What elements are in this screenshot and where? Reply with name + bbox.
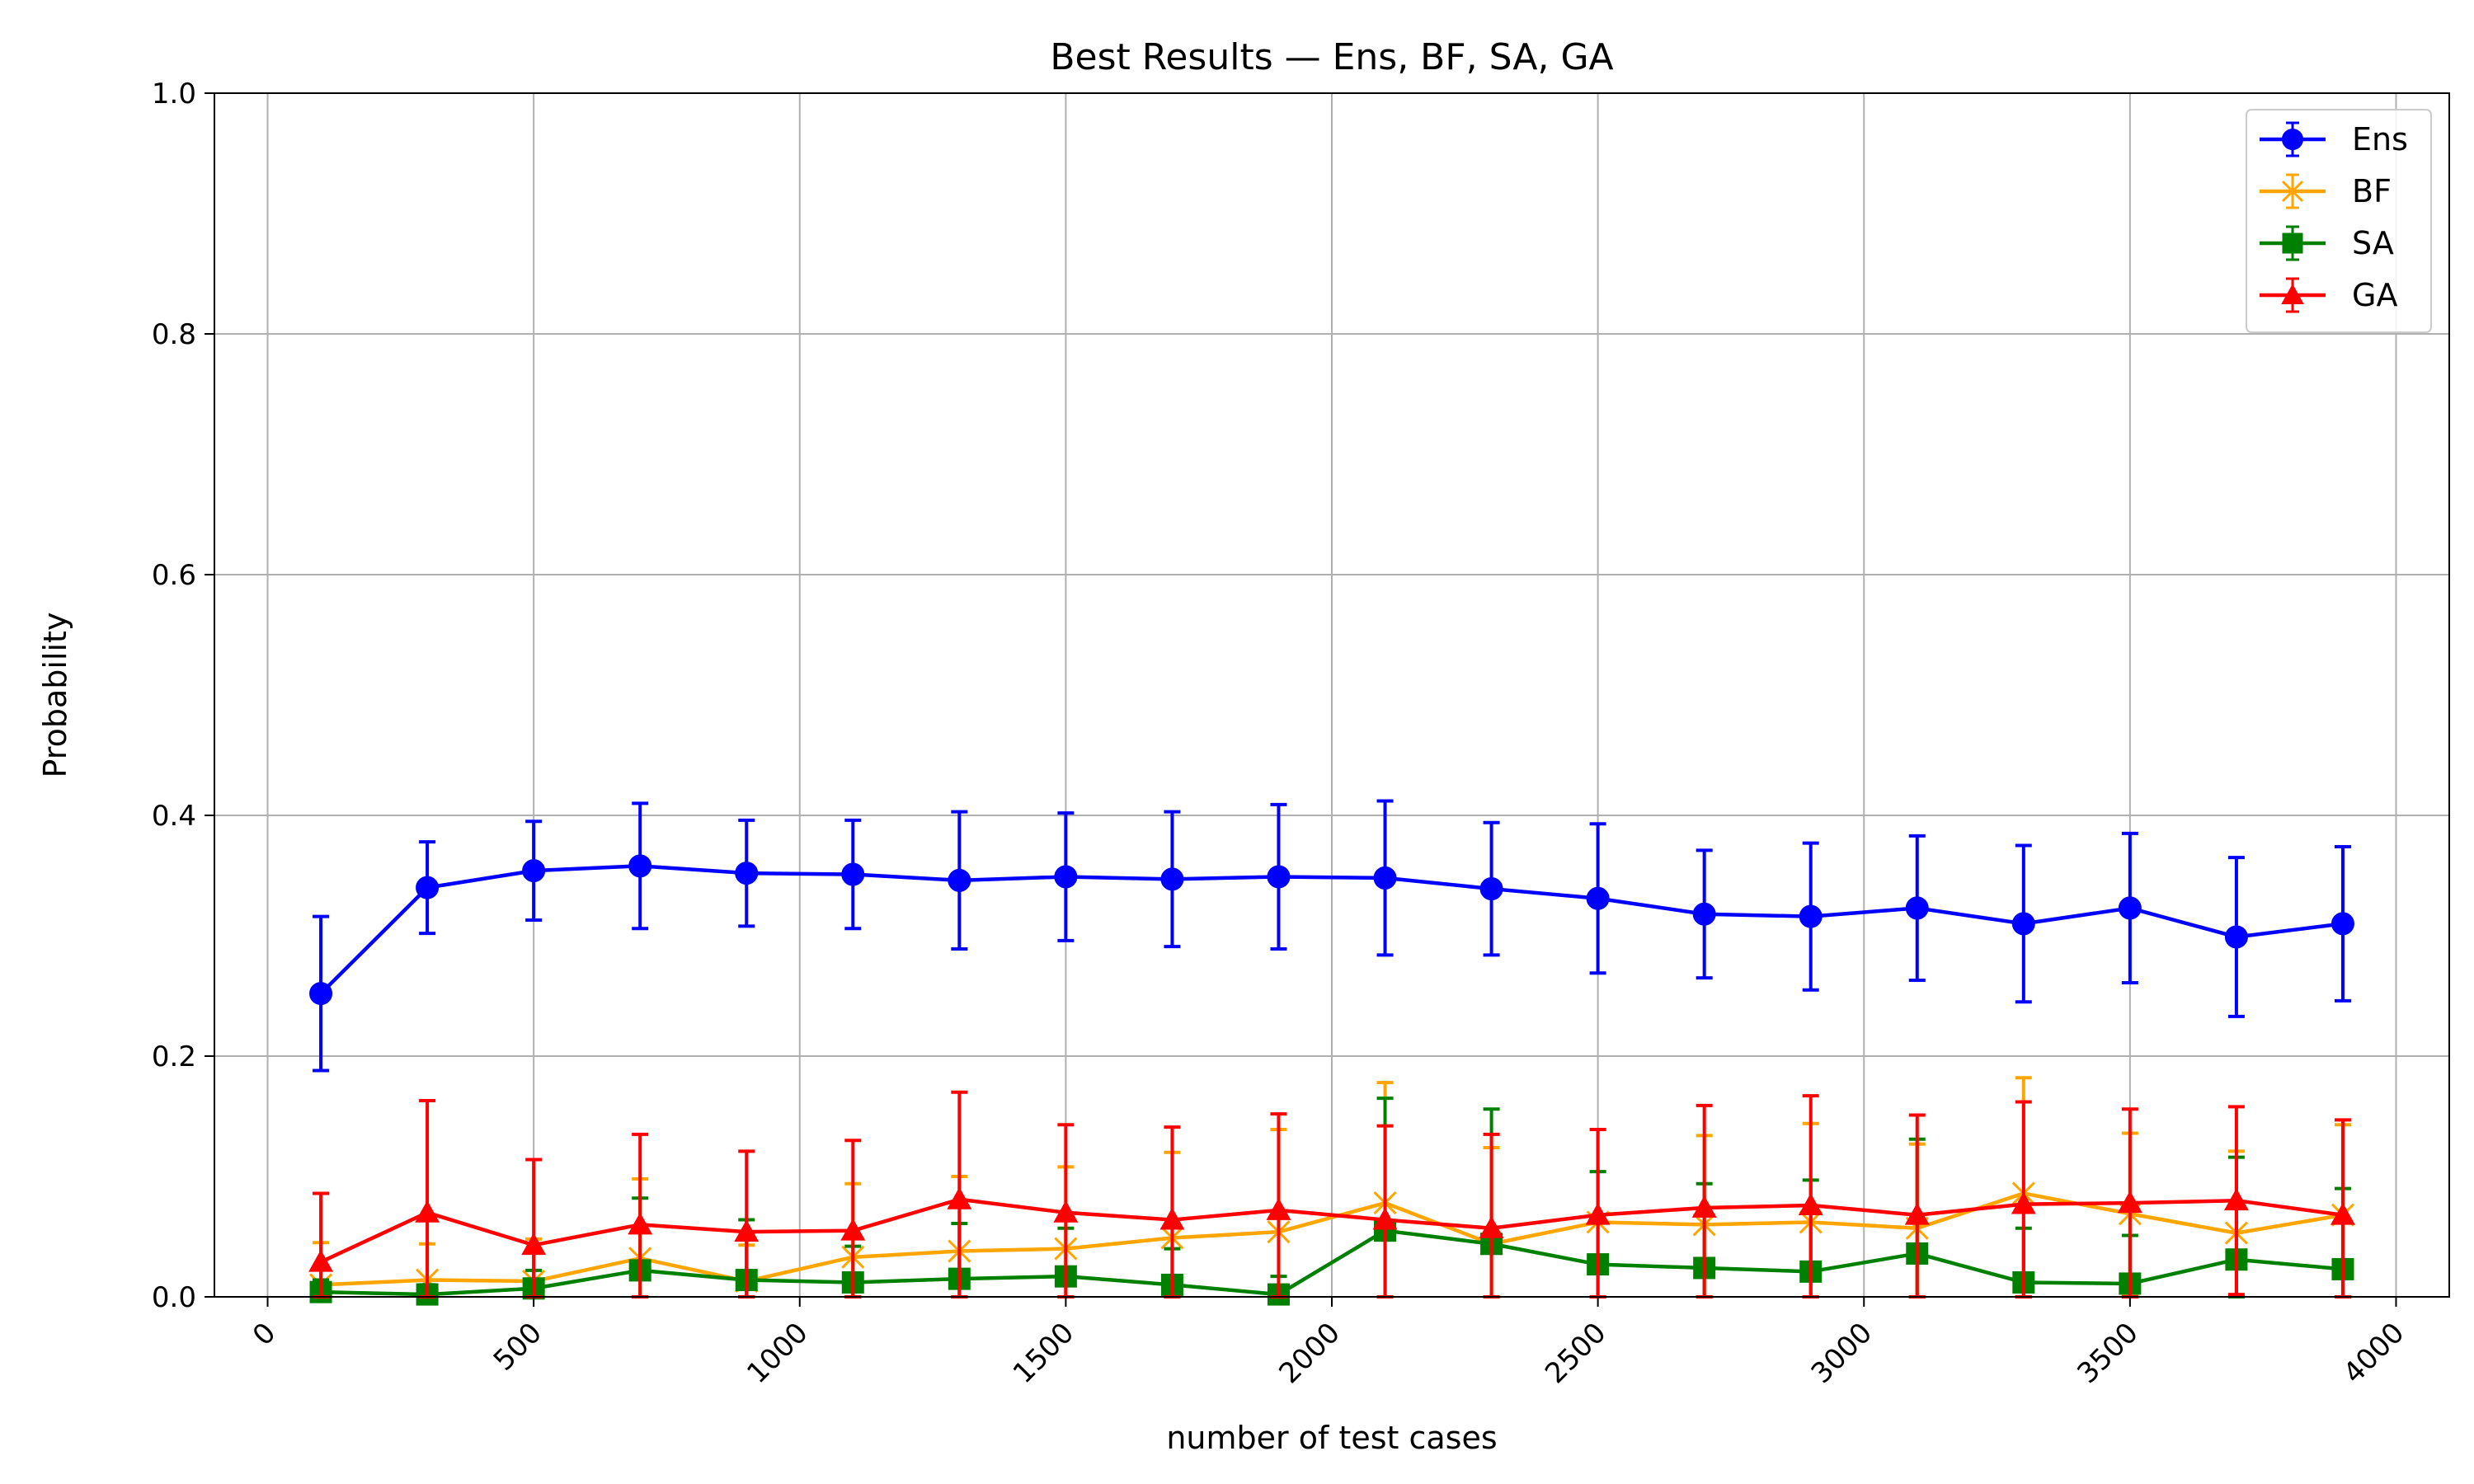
legend-marker (2281, 284, 2304, 305)
ens-point (1054, 865, 1078, 889)
legend-marker (2282, 232, 2303, 254)
ens-line (319, 864, 2344, 995)
marker-stroke (2281, 180, 2304, 203)
x-tick-label: 4000 (2337, 1317, 2411, 1390)
sa-line (320, 1228, 2344, 1297)
ens-point (2118, 896, 2142, 920)
x-axis-label: number of test cases (1166, 1420, 1497, 1456)
ga-point (628, 1212, 653, 1235)
ga-point (1372, 1207, 1398, 1230)
y-tick-label: 0.6 (152, 559, 196, 592)
ga-point (1904, 1202, 1930, 1225)
ga-point (1159, 1207, 1185, 1230)
ens-point (1586, 886, 1610, 910)
ens-point (1905, 896, 1929, 920)
legend-item-ens: Ens (2260, 121, 2408, 157)
ens-point (416, 876, 440, 899)
bf-line (320, 1191, 2344, 1287)
ens-point (2224, 925, 2248, 949)
x-tick-label: 1500 (1007, 1317, 1080, 1390)
ens-point (1799, 904, 1823, 928)
ga-point (521, 1233, 547, 1256)
ga-point (415, 1200, 440, 1223)
legend-label-ga: GA (2352, 277, 2397, 313)
ga-point (1798, 1193, 1823, 1215)
legend-marker (2281, 180, 2304, 203)
y-tick-label: 1.0 (152, 77, 196, 110)
y-tick-label: 0.4 (152, 800, 196, 833)
ga-point (2331, 1202, 2355, 1225)
x-tick-label: 3000 (1805, 1317, 1879, 1390)
legend-item-bf: BF (2260, 173, 2392, 209)
ga-point (2223, 1188, 2249, 1211)
ga-point (947, 1186, 972, 1209)
ens-point (948, 868, 971, 892)
legend-label-sa: SA (2352, 225, 2394, 261)
ga-point (308, 1249, 333, 1272)
y-tick-label: 0.2 (152, 1040, 196, 1073)
legend-item-ga: GA (2260, 277, 2397, 313)
ens-point (1692, 902, 1716, 926)
ens-point (1267, 865, 1291, 889)
y-tick-label: 0.0 (152, 1281, 196, 1314)
ga-error-bar (1483, 1132, 1500, 1298)
x-tick-label: 0 (247, 1317, 283, 1353)
ga-point (1053, 1200, 1079, 1223)
x-tick-label: 1000 (741, 1317, 814, 1390)
ens-point (1373, 866, 1397, 890)
series-ens (309, 799, 2354, 1073)
ga-point (1691, 1195, 1717, 1218)
legend-marker (2282, 129, 2303, 150)
y-tick-label: 0.8 (152, 318, 196, 351)
ens-point (841, 862, 865, 886)
ens-point (2331, 912, 2354, 936)
ga-point (734, 1219, 760, 1242)
legend-label-bf: BF (2352, 173, 2392, 209)
grid-layer (214, 92, 2449, 1298)
ga-point (2011, 1191, 2036, 1214)
ens-point (309, 982, 333, 1006)
x-tick-label: 2000 (1272, 1317, 1346, 1390)
chart-title: Best Results — Ens, BF, SA, GA (1050, 36, 1613, 78)
ga-point (1266, 1197, 1291, 1220)
x-tick-label: 2500 (1539, 1317, 1612, 1390)
legend-box (2246, 109, 2432, 333)
axis-layer: 0 500 1000 1500 2000 2500 3000 3500 4000 0.0 0.2 0.… (152, 77, 2411, 1390)
legend-label-ens: Ens (2352, 121, 2408, 157)
ga-error-bar (419, 1099, 436, 1298)
y-axis-label: Probability (37, 613, 73, 778)
ga-line (320, 1197, 2344, 1264)
legend-item-sa: SA (2260, 225, 2394, 261)
legend: Ens BF SA GA (2246, 109, 2432, 333)
x-tick-label: 3500 (2071, 1317, 2144, 1390)
ga-point (2117, 1190, 2142, 1214)
x-tick-label: 500 (487, 1317, 548, 1378)
ens-point (1160, 867, 1184, 891)
ens-point (628, 854, 652, 878)
ga-point (840, 1218, 866, 1241)
ga-point (1585, 1202, 1611, 1225)
ga-point (1479, 1215, 1504, 1238)
ens-point (522, 859, 546, 883)
ens-point (735, 862, 759, 885)
ens-point (1479, 877, 1503, 901)
ens-point (2011, 912, 2035, 936)
